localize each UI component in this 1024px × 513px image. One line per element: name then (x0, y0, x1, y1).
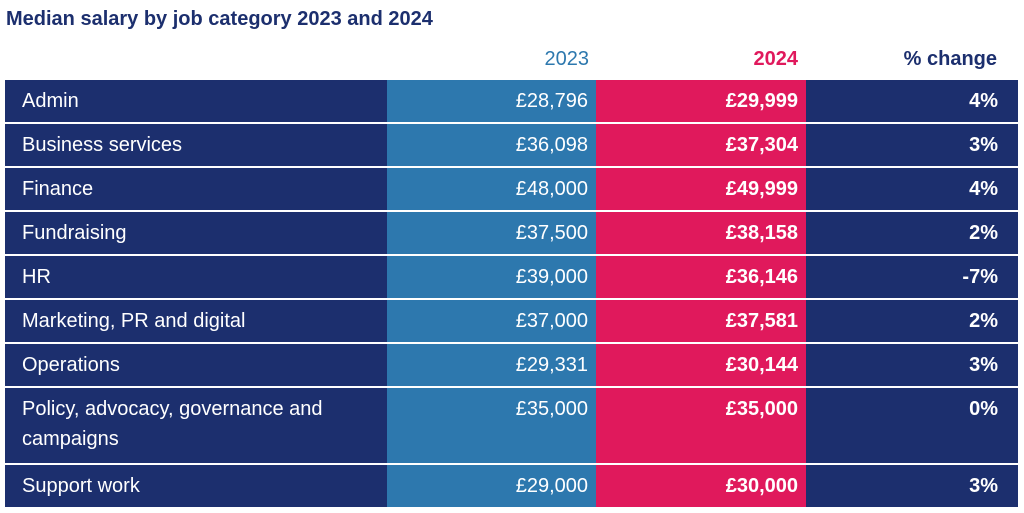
percent-change-cell: 3% (806, 124, 1018, 166)
salary-2024-cell: £30,144 (596, 344, 806, 386)
category-cell: HR (5, 256, 387, 298)
table-row: Business services £36,098 £37,304 3% (5, 124, 1018, 166)
salary-2023-cell: £39,000 (387, 256, 596, 298)
category-cell: Business services (5, 124, 387, 166)
salary-2024-cell: £49,999 (596, 168, 806, 210)
salary-2023-cell: £29,331 (387, 344, 596, 386)
table-row: Fundraising £37,500 £38,158 2% (5, 212, 1018, 254)
table-row: Support work £29,000 £30,000 3% (5, 465, 1018, 507)
percent-change-cell: 3% (806, 465, 1018, 507)
percent-change-cell: -7% (806, 256, 1018, 298)
category-cell: Fundraising (5, 212, 387, 254)
salary-2024-cell: £36,146 (596, 256, 806, 298)
salary-2024-cell: £38,158 (596, 212, 806, 254)
table-row: Finance £48,000 £49,999 4% (5, 168, 1018, 210)
salary-2023-cell: £29,000 (387, 465, 596, 507)
table-title: Median salary by job category 2023 and 2… (6, 8, 433, 30)
salary-2024-cell: £30,000 (596, 465, 806, 507)
table-row: HR £39,000 £36,146 -7% (5, 256, 1018, 298)
salary-2024-cell: £29,999 (596, 80, 806, 122)
percent-change-cell: 2% (806, 300, 1018, 342)
salary-table: Admin £28,796 £29,999 4% Business services £3… (5, 80, 1018, 509)
salary-2024-cell: £37,304 (596, 124, 806, 166)
salary-2023-cell: £36,098 (387, 124, 596, 166)
salary-2024-cell: £37,581 (596, 300, 806, 342)
table-row: Marketing, PR and digital £37,000 £37,581 2… (5, 300, 1018, 342)
column-header-2024: 2024 (753, 48, 799, 70)
table-row: Operations £29,331 £30,144 3% (5, 344, 1018, 386)
percent-change-cell: 2% (806, 212, 1018, 254)
category-cell: Finance (5, 168, 387, 210)
table-row: Policy, advocacy, governance and campaig… (5, 388, 1018, 463)
column-header-2023: 2023 (544, 48, 590, 70)
salary-2023-cell: £35,000 (387, 388, 596, 463)
percent-change-cell: 4% (806, 80, 1018, 122)
category-cell: Admin (5, 80, 387, 122)
salary-2023-cell: £37,000 (387, 300, 596, 342)
salary-2023-cell: £37,500 (387, 212, 596, 254)
category-cell: Marketing, PR and digital (5, 300, 387, 342)
category-cell: Support work (5, 465, 387, 507)
percent-change-cell: 0% (806, 388, 1018, 463)
category-cell: Operations (5, 344, 387, 386)
table-row: Admin £28,796 £29,999 4% (5, 80, 1018, 122)
salary-2023-cell: £28,796 (387, 80, 596, 122)
salary-2024-cell: £35,000 (596, 388, 806, 463)
column-header-change: % change (903, 48, 997, 70)
percent-change-cell: 3% (806, 344, 1018, 386)
percent-change-cell: 4% (806, 168, 1018, 210)
category-cell: Policy, advocacy, governance and campaig… (5, 388, 387, 463)
salary-2023-cell: £48,000 (387, 168, 596, 210)
